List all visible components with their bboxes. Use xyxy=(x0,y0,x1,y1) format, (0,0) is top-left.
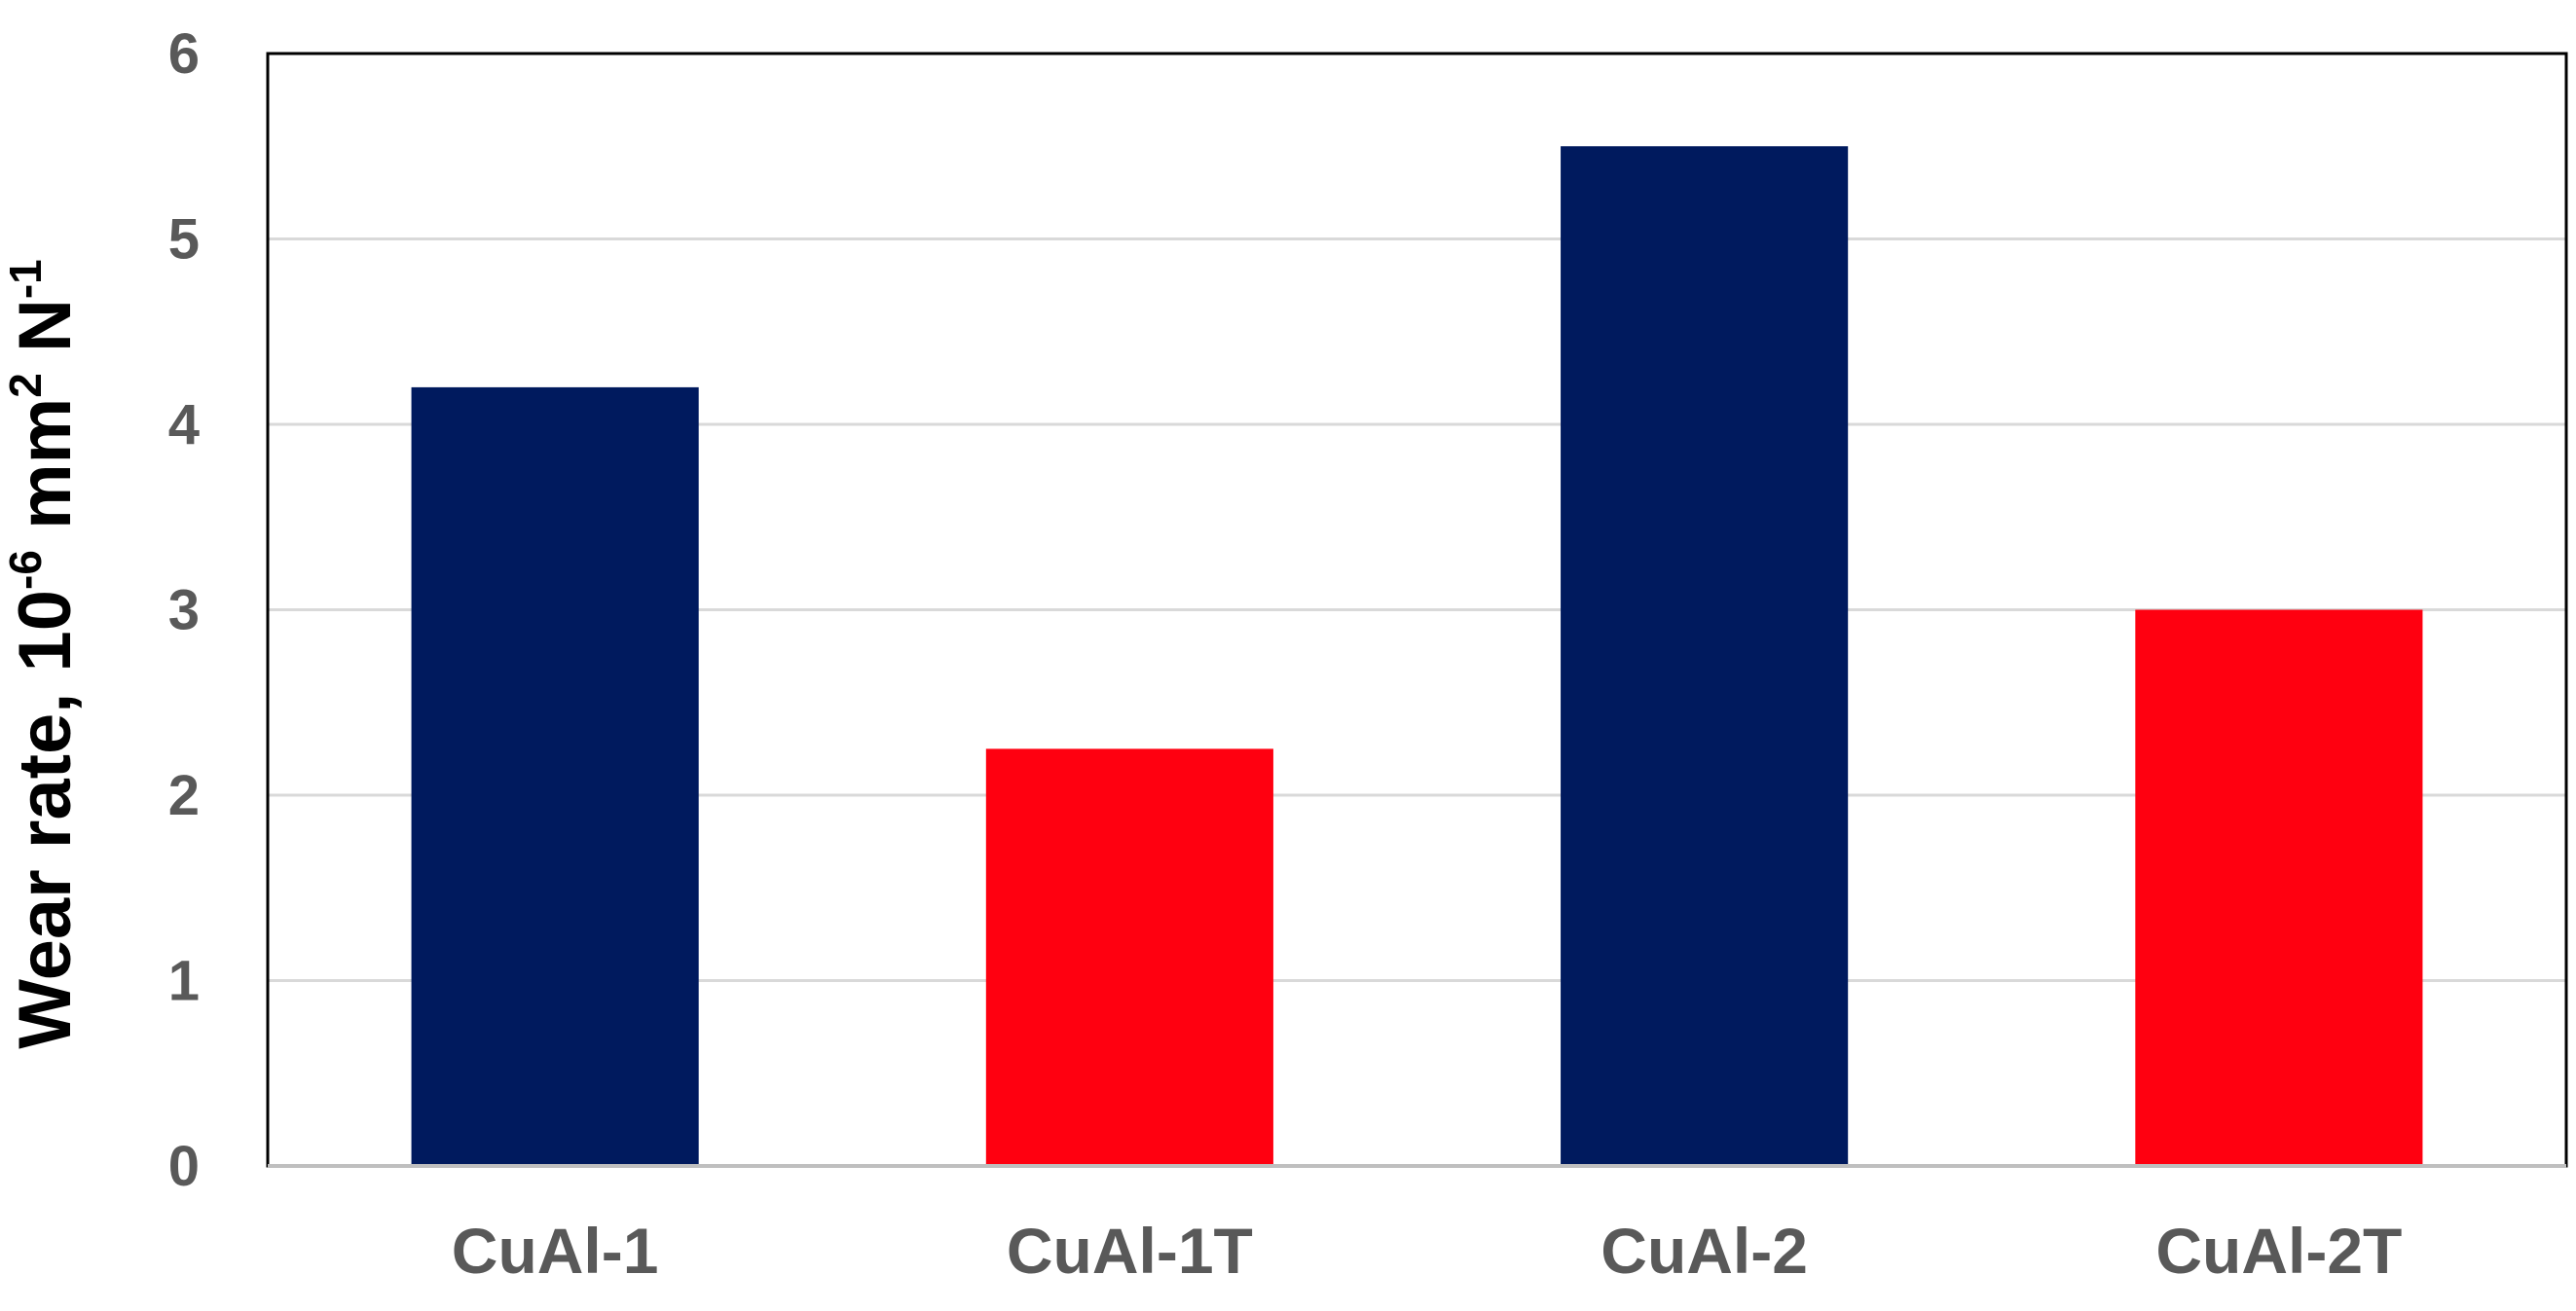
x-tick-label: CuAl-2 xyxy=(1601,1215,1808,1287)
y-tick-label: 3 xyxy=(168,579,200,642)
bar xyxy=(2135,610,2422,1167)
y-tick-label: 2 xyxy=(168,764,200,827)
y-axis-title: Wear rate, 10-6 mm2 N-1 xyxy=(0,259,87,1048)
bar xyxy=(1561,146,1848,1166)
bars xyxy=(412,146,2423,1166)
y-tick-label: 4 xyxy=(168,393,200,456)
x-tick-labels: CuAl-1 CuAl-1T CuAl-2 CuAl-2T xyxy=(452,1215,2403,1287)
bar xyxy=(986,748,1273,1166)
y-tick-label: 1 xyxy=(168,950,200,1013)
y-tick-labels: 0 1 2 3 4 5 6 xyxy=(168,22,200,1198)
y-tick-label: 6 xyxy=(168,22,200,86)
x-tick-label: CuAl-1 xyxy=(452,1215,659,1287)
x-tick-label: CuAl-2T xyxy=(2155,1215,2402,1287)
x-tick-label: CuAl-1T xyxy=(1007,1215,1253,1287)
y-tick-label: 5 xyxy=(168,208,200,272)
bar xyxy=(412,387,699,1166)
y-tick-label: 0 xyxy=(168,1135,200,1198)
